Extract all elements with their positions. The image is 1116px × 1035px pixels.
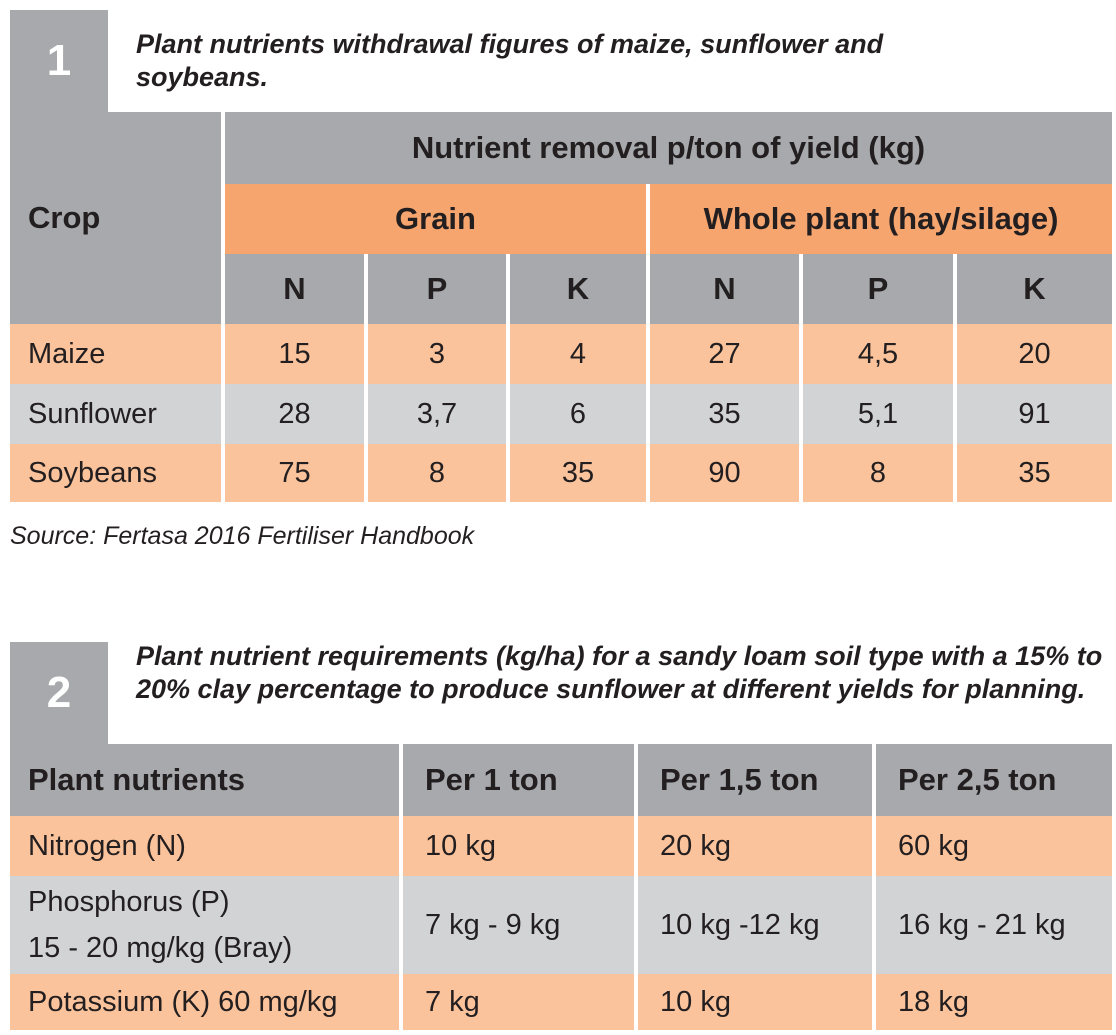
table1-subheader-grain-p: P	[426, 271, 448, 306]
table2-cell: 10 kg -12 kg	[638, 876, 872, 974]
table2-row-potassium-label: Potassium (K) 60 mg/kg	[10, 974, 399, 1030]
table2-cell: 16 kg - 21 kg	[876, 876, 1112, 974]
table1-group-header: Nutrient removal p/ton of yield (kg)	[411, 130, 926, 165]
table2-row-nitrogen-label: Nitrogen (N)	[10, 816, 399, 876]
table2-header-per-1-5-ton: Per 1,5 ton	[638, 744, 872, 816]
table1-cell: 91	[957, 384, 1112, 444]
table1-cell: 15	[225, 324, 364, 384]
table2-phosphorus-line1: Phosphorus (P)	[28, 886, 230, 918]
table1-divider	[646, 184, 650, 324]
table1-subheader-whole-n: N	[713, 271, 736, 306]
table1-cell: 35	[650, 384, 799, 444]
table2-header-per-1-ton: Per 1 ton	[403, 744, 634, 816]
table1-number-badge: 1	[10, 10, 108, 112]
table1-cell: 27	[650, 324, 799, 384]
table1-cell: 20	[957, 324, 1112, 384]
table1-grain-header: Grain	[225, 184, 646, 254]
table2-cell: 10 kg	[638, 974, 872, 1030]
table1-cell: 90	[650, 444, 799, 502]
table2-row-phosphorus-label: Phosphorus (P) 15 - 20 mg/kg (Bray)	[10, 876, 399, 974]
table2-cell: 60 kg	[876, 816, 1112, 876]
table1-cell: 28	[225, 384, 364, 444]
table1-source: Source: Fertasa 2016 Fertiliser Handbook	[10, 522, 475, 550]
table2-cell: 7 kg - 9 kg	[403, 876, 634, 974]
table2-caption: Plant nutrient requirements (kg/ha) for …	[136, 641, 1103, 704]
table1-cell: 35	[510, 444, 646, 502]
table2-header-plant-nutrients: Plant nutrients	[10, 744, 399, 816]
table1-cell: 8	[803, 444, 953, 502]
table1-subheader-whole-p: P	[867, 271, 889, 306]
table1-subheader-whole-k: K	[1023, 271, 1046, 306]
table1-caption: Plant nutrients withdrawal figures of ma…	[136, 29, 884, 92]
table1-cell: 5,1	[803, 384, 953, 444]
table2-phosphorus-line2: 15 - 20 mg/kg (Bray)	[28, 932, 293, 964]
table1-divider	[799, 254, 803, 324]
table1-crop-header: Crop	[28, 200, 101, 235]
table1-crop-divider	[221, 112, 225, 324]
table1-cell: 4,5	[803, 324, 953, 384]
table1-cell: 35	[957, 444, 1112, 502]
table1-subheader-grain-n: N	[283, 271, 306, 306]
table1-cell: 3,7	[368, 384, 506, 444]
table1-cell: 3	[368, 324, 506, 384]
table2-number: 2	[46, 668, 72, 717]
table1-subheader-grain-k: K	[566, 271, 590, 306]
table1-divider	[953, 254, 957, 324]
table1-row-maize-crop: Maize	[10, 324, 221, 384]
table1-cell: 4	[510, 324, 646, 384]
table1-divider	[506, 254, 510, 324]
table1-row-sunflower-crop: Sunflower	[10, 384, 221, 444]
table1-row-soybeans-crop: Soybeans	[10, 444, 221, 502]
table1-number: 1	[46, 36, 72, 85]
table1-cell: 75	[225, 444, 364, 502]
table1-whole-plant-header: Whole plant (hay/silage)	[650, 184, 1112, 254]
table2-cell: 7 kg	[403, 974, 634, 1030]
table2-header-per-2-5-ton: Per 2,5 ton	[876, 744, 1112, 816]
table2-cell: 20 kg	[638, 816, 872, 876]
table2-number-badge: 2	[10, 642, 108, 744]
table2-cell: 18 kg	[876, 974, 1112, 1030]
table2-cell: 10 kg	[403, 816, 634, 876]
table1-divider	[364, 254, 368, 324]
table1-cell: 6	[510, 384, 646, 444]
table1-cell: 8	[368, 444, 506, 502]
